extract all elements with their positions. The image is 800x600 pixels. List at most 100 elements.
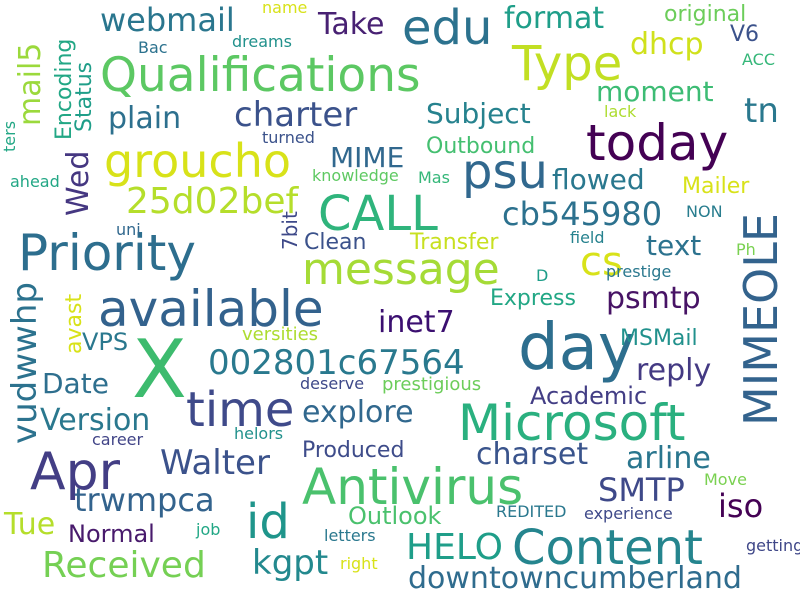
word: reply	[636, 353, 712, 388]
word: edu	[402, 0, 493, 56]
word: ters	[0, 120, 19, 152]
word: moment	[596, 75, 714, 108]
word: right	[340, 554, 378, 573]
word: Apr	[30, 442, 120, 502]
word: ahead	[10, 172, 60, 191]
word: time	[186, 382, 295, 438]
word: dreams	[232, 32, 292, 51]
word: 25d02bef	[126, 181, 299, 222]
word: ACC	[742, 50, 776, 69]
word: iso	[718, 487, 764, 525]
word: groucho	[104, 134, 291, 188]
word: Take	[318, 7, 385, 42]
word: X	[132, 323, 187, 416]
word: helors	[234, 424, 284, 443]
word: arline	[626, 441, 711, 476]
word: id	[246, 494, 290, 550]
word: CALL	[318, 186, 438, 242]
word: Mas	[418, 168, 450, 187]
word: inet7	[378, 305, 455, 340]
word: Wed	[61, 150, 96, 216]
word: career	[92, 430, 144, 449]
word: Content	[512, 520, 703, 576]
word: Move	[704, 470, 747, 489]
word: flowed	[552, 163, 645, 196]
word: Type	[512, 36, 623, 92]
word: mail5	[13, 42, 48, 126]
word: job	[196, 520, 221, 539]
word: Normal	[68, 520, 155, 548]
word: Microsoft	[458, 394, 686, 452]
word: Received	[42, 545, 206, 586]
word: MSMail	[620, 326, 698, 351]
word: D	[536, 266, 549, 285]
word: NON	[686, 202, 723, 221]
word: 002801c67564	[208, 343, 465, 383]
word: kgpt	[252, 543, 329, 583]
word: Priority	[18, 224, 196, 282]
word: downtowncumberland	[408, 561, 742, 596]
word: webmail	[100, 1, 235, 39]
word: text	[646, 229, 702, 262]
word: 7bit	[278, 211, 302, 250]
word: prestige	[606, 262, 672, 281]
word: Mailer	[682, 174, 750, 199]
word: Academic	[530, 382, 648, 410]
word: SMTP	[598, 471, 685, 509]
word: Walter	[160, 443, 270, 483]
word: name	[262, 0, 308, 17]
word: today	[586, 114, 729, 172]
word: psmtp	[606, 281, 701, 316]
word: trwmpca	[74, 481, 215, 519]
word: V6	[730, 22, 760, 47]
word: available	[98, 280, 324, 338]
word: day	[518, 311, 636, 385]
word: VPS	[82, 328, 129, 356]
word: versities	[242, 324, 319, 345]
word: psu	[462, 144, 548, 200]
word: plain	[108, 101, 182, 136]
word: avast	[62, 293, 87, 354]
word: prestigious	[382, 374, 482, 395]
word: original	[664, 2, 747, 27]
word: lack	[604, 102, 637, 121]
word: Express	[490, 286, 576, 311]
word: explore	[302, 395, 414, 430]
word: Version	[40, 403, 151, 438]
word: charset	[476, 437, 589, 472]
word: charter	[234, 95, 358, 135]
word: format	[504, 1, 605, 36]
word: deserve	[300, 374, 365, 393]
word: REDITED	[496, 502, 567, 521]
word: knowledge	[312, 166, 399, 185]
word: field	[570, 228, 605, 247]
word: MIMEOLE	[734, 213, 788, 426]
word: message	[302, 244, 500, 295]
word: Subject	[426, 97, 531, 130]
word: uni	[116, 220, 141, 239]
word: cb545980	[502, 195, 663, 233]
word: Outbound	[426, 134, 536, 159]
word: Tue	[4, 507, 56, 542]
word: HELO	[406, 527, 503, 568]
word: Date	[42, 367, 109, 400]
word: letters	[324, 526, 376, 545]
word: turned	[262, 128, 315, 147]
word: dhcp	[630, 27, 704, 62]
word: Antivirus	[302, 458, 524, 516]
word: Transfer	[410, 230, 499, 255]
word: vudwwhp	[5, 282, 45, 444]
word: Ph	[736, 240, 756, 259]
word: Status	[72, 61, 97, 132]
word: Bac	[138, 38, 168, 57]
word: Produced	[302, 438, 405, 463]
word: Clean	[304, 230, 367, 255]
word: Outlook	[348, 502, 442, 530]
word: getting	[746, 536, 800, 555]
word: experience	[584, 504, 673, 523]
word: tn	[744, 91, 779, 131]
word: Qualifications	[100, 48, 421, 103]
word: MIME	[330, 141, 405, 174]
word: cs	[580, 239, 623, 285]
